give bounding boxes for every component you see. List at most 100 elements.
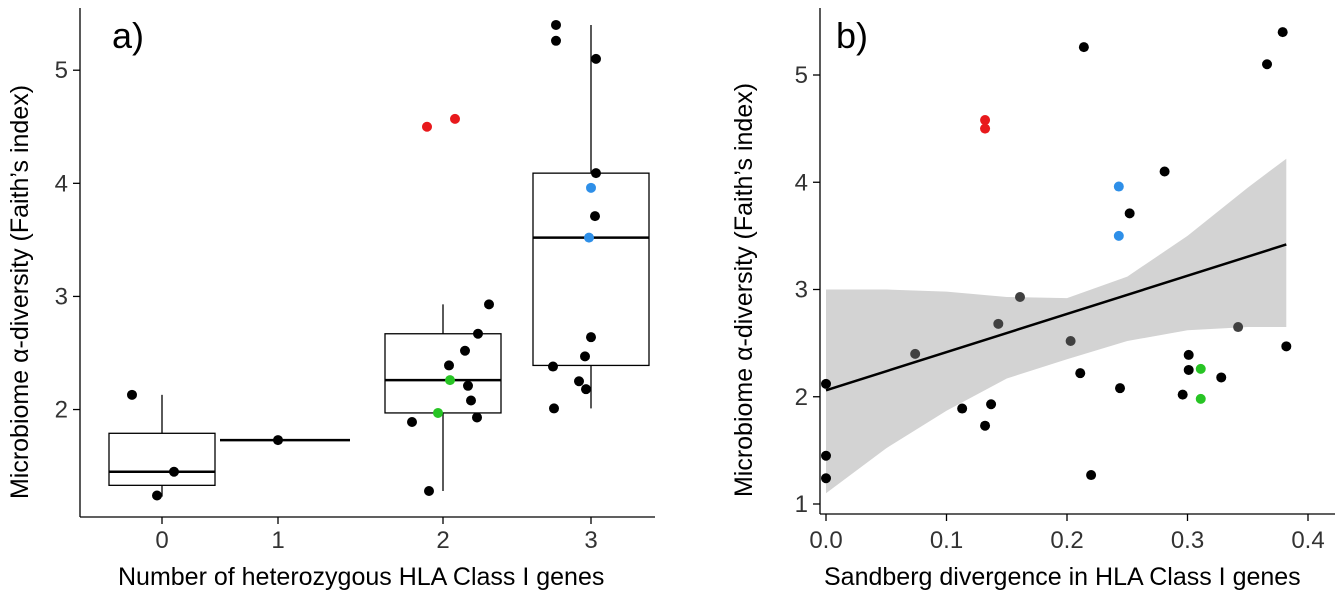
data-point [1216, 372, 1227, 383]
y-tick-label: 3 [795, 277, 808, 304]
data-point [591, 53, 601, 64]
data-point [980, 123, 991, 134]
data-point [472, 412, 482, 423]
data-point [424, 485, 434, 496]
data-point [152, 490, 162, 501]
data-point [551, 35, 561, 46]
data-point [586, 332, 596, 343]
data-point [993, 318, 1004, 329]
y-tick-label: 2 [55, 397, 68, 424]
x-axis-label: Number of heterozygous HLA Class I genes [118, 563, 605, 591]
x-tick-label: 1 [271, 527, 284, 554]
data-point [1183, 349, 1194, 360]
x-tick-label: 0.2 [1050, 527, 1083, 554]
data-point [580, 351, 590, 362]
data-point [590, 211, 600, 222]
data-point [986, 399, 997, 410]
data-point [821, 378, 831, 389]
data-point [422, 121, 432, 132]
data-point [821, 450, 831, 461]
x-tick-label: 3 [584, 527, 597, 554]
fit-line-layer [825, 243, 1287, 392]
box-2 [384, 304, 502, 491]
axis-layer: 2 3 4 5 0 1 2 3 [55, 8, 655, 554]
data-point [980, 115, 991, 126]
y-axis-label: Microbiome α-diversity (Faith’s index) [730, 83, 758, 497]
y-tick-label: 5 [795, 62, 808, 89]
data-point [1124, 208, 1135, 219]
data-point [591, 168, 601, 179]
point-layer [821, 27, 1292, 484]
data-point [1262, 59, 1273, 70]
data-point [1115, 383, 1126, 394]
confidence-band [826, 158, 1287, 494]
data-point [1015, 292, 1026, 303]
data-point [551, 19, 561, 30]
y-tick-label: 4 [55, 170, 68, 197]
boxplot-svg: Microbiome α-diversity (Faith’s index) a… [6, 8, 655, 554]
axis-layer: 1 2 3 4 5 0.0 0.1 0.2 0.3 0.4 [795, 8, 1335, 554]
data-point [466, 395, 476, 406]
data-point [1078, 42, 1089, 53]
x-tick-label: 0.1 [930, 527, 963, 554]
y-tick-label: 1 [795, 491, 808, 518]
data-point [445, 375, 455, 386]
data-point [549, 403, 559, 414]
data-point [1159, 166, 1170, 177]
x-tick-label: 2 [436, 527, 449, 554]
panel-a-boxplot: Microbiome α-diversity (Faith’s index) a… [6, 8, 655, 591]
data-point [169, 466, 179, 477]
data-point [1183, 364, 1194, 375]
box-body [384, 333, 502, 414]
data-point [581, 384, 591, 395]
data-point [1281, 341, 1292, 352]
data-point [1086, 470, 1097, 481]
data-point [460, 345, 470, 356]
x-axis-label: Sandberg divergence in HLA Class I genes [824, 563, 1301, 591]
data-point [584, 232, 594, 243]
data-point [1075, 368, 1086, 379]
data-point [957, 403, 968, 414]
data-point [433, 407, 443, 418]
data-point [1113, 181, 1124, 192]
data-point [548, 361, 558, 372]
data-point [1177, 389, 1188, 400]
box-0 [108, 394, 216, 497]
box-layer [108, 24, 650, 497]
data-point [980, 420, 991, 431]
y-axis-label: Microbiome α-diversity (Faith’s index) [6, 85, 34, 499]
x-tick-label: 0 [155, 527, 168, 554]
data-point [1195, 363, 1206, 374]
data-point [1195, 393, 1206, 404]
data-point [1113, 230, 1124, 241]
scatter-svg: Microbiome α-diversity (Faith’s index) b… [730, 8, 1335, 554]
data-point [473, 328, 483, 339]
panel-label: b) [836, 15, 868, 56]
data-point [444, 360, 454, 371]
confidence-band-layer [826, 158, 1287, 494]
data-point [821, 473, 831, 484]
box-body [108, 432, 216, 486]
data-point [484, 299, 494, 310]
y-tick-label: 5 [55, 57, 68, 84]
x-tick-label: 0.3 [1171, 527, 1204, 554]
data-point [574, 376, 584, 387]
data-point [1277, 27, 1288, 38]
panel-b-scatter: Microbiome α-diversity (Faith’s index) b… [680, 0, 1335, 601]
data-point [1233, 322, 1244, 333]
data-point [1065, 335, 1076, 346]
data-point [463, 380, 473, 391]
data-point [127, 389, 137, 400]
x-tick-label: 0.0 [809, 527, 842, 554]
data-point [910, 348, 921, 359]
panel-label: a) [112, 15, 144, 56]
x-tick-label: 0.4 [1291, 527, 1324, 554]
y-tick-label: 3 [55, 283, 68, 310]
point-layer [127, 19, 601, 501]
data-point [450, 113, 460, 124]
y-tick-label: 2 [795, 384, 808, 411]
data-point [407, 416, 417, 427]
y-tick-label: 4 [795, 169, 808, 196]
regression-line [825, 243, 1287, 392]
data-point [273, 435, 283, 446]
